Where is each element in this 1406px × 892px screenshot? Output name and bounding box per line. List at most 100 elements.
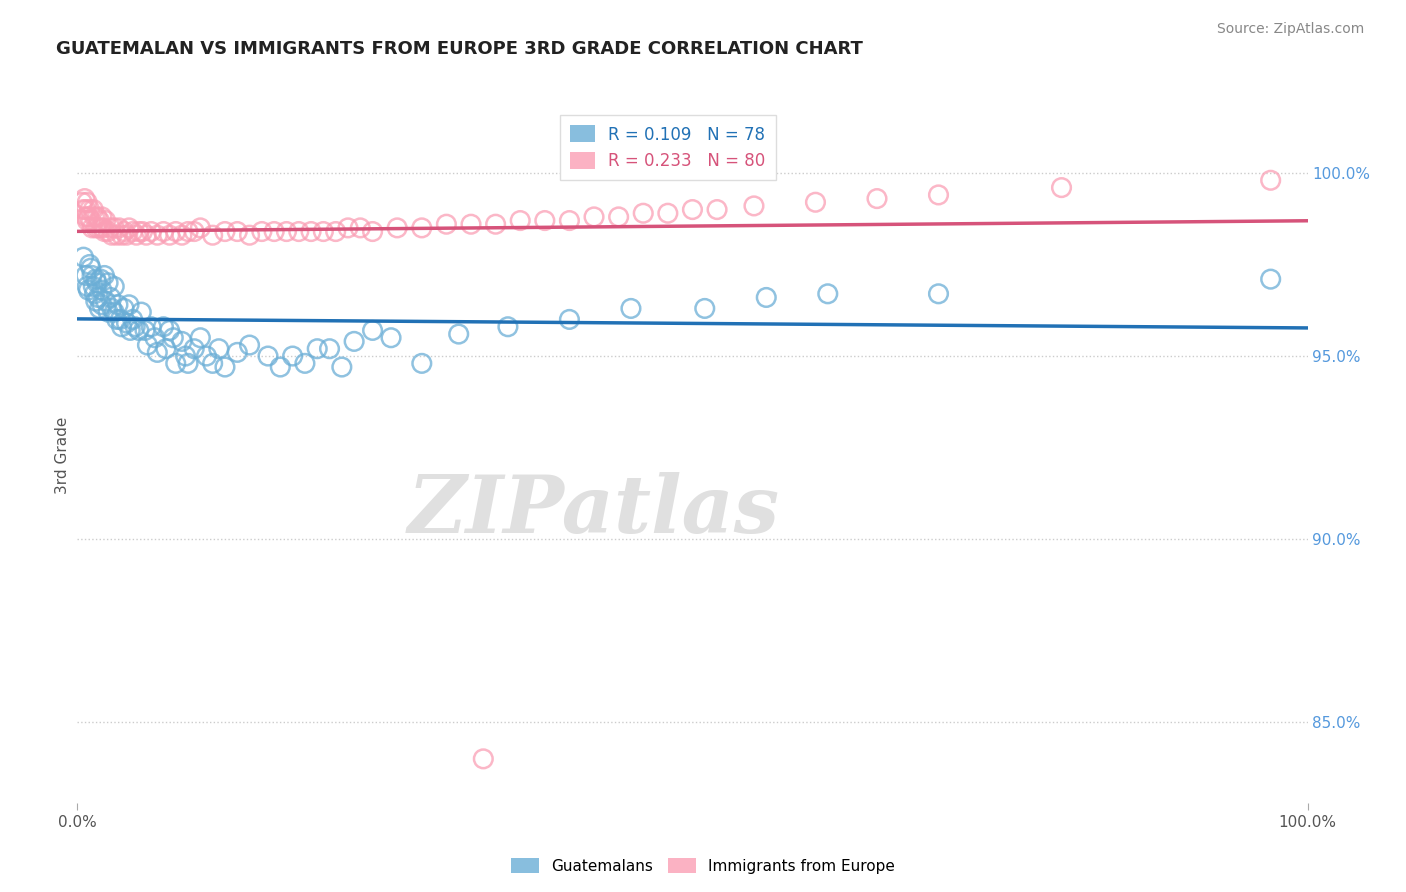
- Point: [103, 220, 125, 235]
- Point: [75, 202, 97, 217]
- Point: [128, 225, 150, 239]
- Point: [76, 195, 98, 210]
- Point: [1050, 180, 1073, 194]
- Point: [72, 202, 94, 217]
- Point: [288, 225, 311, 239]
- Point: [105, 312, 128, 326]
- Point: [90, 220, 112, 235]
- Point: [84, 294, 107, 309]
- Point: [108, 220, 131, 235]
- Point: [97, 276, 120, 290]
- Point: [318, 342, 340, 356]
- Point: [82, 220, 104, 235]
- Point: [361, 225, 384, 239]
- Point: [183, 225, 205, 239]
- Point: [82, 279, 104, 293]
- Point: [124, 319, 146, 334]
- Point: [93, 225, 115, 239]
- Point: [103, 279, 125, 293]
- Point: [101, 228, 124, 243]
- Point: [214, 225, 236, 239]
- Point: [307, 342, 329, 356]
- Point: [755, 290, 778, 304]
- Point: [183, 342, 205, 356]
- Point: [633, 206, 655, 220]
- Point: [330, 359, 353, 374]
- Point: [146, 345, 169, 359]
- Point: [77, 283, 100, 297]
- Point: [583, 210, 606, 224]
- Point: [90, 210, 114, 224]
- Point: [165, 356, 187, 370]
- Point: [1260, 272, 1282, 286]
- Point: [657, 206, 679, 220]
- Point: [325, 225, 347, 239]
- Point: [195, 349, 218, 363]
- Point: [257, 349, 280, 363]
- Point: [136, 338, 159, 352]
- Point: [134, 323, 156, 337]
- Point: [170, 334, 193, 349]
- Point: [263, 225, 285, 239]
- Point: [141, 225, 163, 239]
- Point: [112, 225, 135, 239]
- Text: ZIPatlas: ZIPatlas: [408, 472, 780, 549]
- Point: [509, 213, 531, 227]
- Point: [135, 228, 157, 243]
- Point: [97, 305, 120, 319]
- Point: [165, 225, 187, 239]
- Point: [90, 283, 114, 297]
- Point: [112, 301, 135, 316]
- Point: [100, 290, 122, 304]
- Point: [411, 356, 433, 370]
- Point: [121, 312, 143, 326]
- Point: [115, 228, 138, 243]
- Point: [928, 188, 950, 202]
- Point: [118, 220, 141, 235]
- Point: [447, 327, 470, 342]
- Point: [90, 272, 112, 286]
- Point: [177, 356, 200, 370]
- Point: [146, 228, 169, 243]
- Y-axis label: 3rd Grade: 3rd Grade: [55, 417, 70, 493]
- Point: [125, 228, 148, 243]
- Point: [87, 220, 110, 235]
- Point: [83, 210, 105, 224]
- Point: [121, 225, 143, 239]
- Point: [89, 213, 111, 227]
- Point: [226, 345, 249, 359]
- Point: [152, 225, 174, 239]
- Point: [226, 225, 249, 239]
- Point: [128, 323, 150, 337]
- Point: [90, 298, 114, 312]
- Point: [100, 220, 122, 235]
- Point: [159, 323, 181, 337]
- Point: [70, 195, 93, 210]
- Point: [86, 210, 108, 224]
- Point: [77, 210, 100, 224]
- Point: [105, 228, 128, 243]
- Point: [84, 220, 107, 235]
- Point: [299, 225, 322, 239]
- Point: [152, 319, 174, 334]
- Point: [97, 225, 120, 239]
- Point: [281, 349, 304, 363]
- Point: [155, 342, 177, 356]
- Point: [250, 225, 273, 239]
- Point: [162, 331, 184, 345]
- Point: [337, 220, 360, 235]
- Point: [110, 312, 132, 326]
- Text: GUATEMALAN VS IMMIGRANTS FROM EUROPE 3RD GRADE CORRELATION CHART: GUATEMALAN VS IMMIGRANTS FROM EUROPE 3RD…: [56, 40, 863, 58]
- Point: [94, 294, 117, 309]
- Point: [83, 286, 105, 301]
- Point: [86, 276, 108, 290]
- Point: [682, 202, 704, 217]
- Point: [190, 331, 212, 345]
- Point: [76, 279, 98, 293]
- Text: Source: ZipAtlas.com: Source: ZipAtlas.com: [1216, 22, 1364, 37]
- Point: [214, 359, 236, 374]
- Point: [208, 342, 231, 356]
- Point: [131, 305, 153, 319]
- Point: [558, 213, 581, 227]
- Point: [111, 228, 132, 243]
